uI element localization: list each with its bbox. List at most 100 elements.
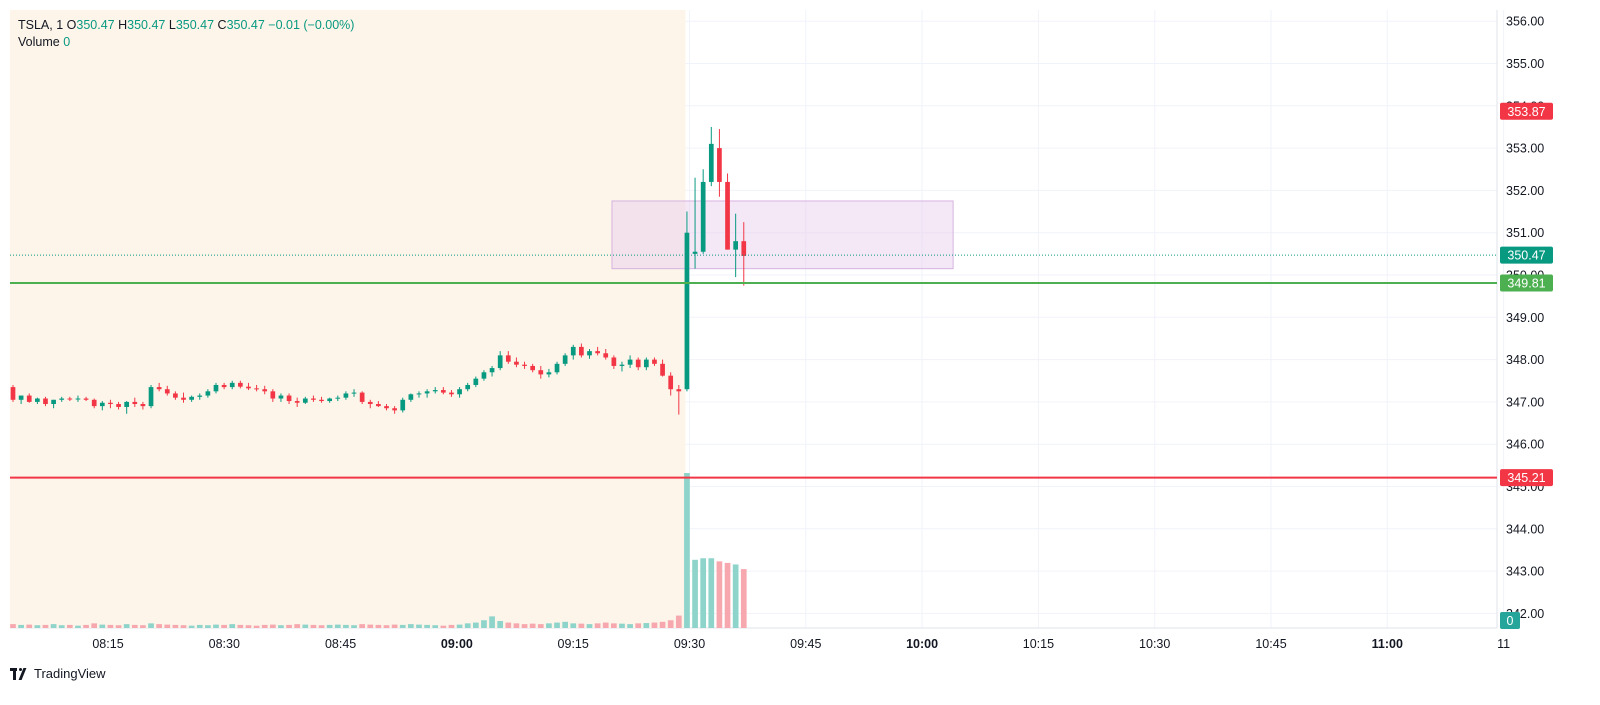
candlestick-series[interactable] (10, 126, 747, 415)
candle-body (302, 398, 308, 403)
horizontal-lines[interactable] (10, 282, 1497, 479)
volume-bar (627, 624, 633, 628)
candle-body (26, 395, 32, 402)
volume-bar (375, 624, 382, 628)
candle-body (514, 361, 519, 365)
candle-body (465, 384, 471, 390)
candle-body (359, 392, 365, 402)
highlighted-price-zone[interactable] (611, 200, 954, 270)
volume-bar (107, 624, 114, 628)
symbol-label[interactable]: TSLA (18, 18, 50, 32)
volume-bar (692, 559, 698, 628)
candle-body (424, 391, 430, 394)
volume-bar (521, 624, 528, 628)
candle-body (400, 399, 406, 411)
volume-bar (497, 621, 504, 628)
volume-bar (302, 624, 309, 628)
volume-bar (416, 624, 422, 628)
x-tick-label: 09:00 (441, 637, 473, 651)
candle-body (367, 401, 373, 405)
low-value: 350.47 (175, 18, 215, 32)
volume-bar (546, 623, 552, 628)
interval-label[interactable]: 1 (56, 18, 64, 32)
volume-bar (367, 624, 374, 628)
candle-body (660, 363, 665, 376)
tag-bg (1500, 246, 1553, 264)
candle-body (91, 399, 97, 407)
line-tag-349.81: 349.81 (1500, 274, 1553, 292)
candle-body (156, 387, 162, 390)
volume-bar (10, 624, 16, 628)
volume-bar (651, 622, 658, 628)
candle-body (384, 406, 389, 409)
candle-body (99, 402, 105, 407)
volume-label[interactable]: Volume (18, 35, 60, 49)
volume-bar (343, 624, 349, 628)
tag-label: 345.21 (1507, 471, 1545, 485)
time-axis[interactable]: 08:15 08:30 08:45 09:00 09:15 09:30 09:45 10:00… (92, 637, 1510, 651)
candle-body (627, 359, 633, 365)
candle-body (733, 241, 739, 250)
candle-body (546, 372, 552, 375)
price-tag-350.47: 350.47 (1500, 246, 1553, 264)
volume-bar (586, 624, 593, 628)
volume-bar (659, 621, 666, 628)
candle-body (619, 364, 625, 366)
candle-body (83, 398, 89, 400)
y-tick-label: 353.00 (1506, 142, 1544, 156)
candle-body (254, 388, 259, 390)
y-tick-label: 343.00 (1506, 565, 1544, 579)
candle-body (75, 398, 81, 400)
volume-bar (115, 625, 122, 628)
volume-bar (448, 624, 455, 628)
candle-body (416, 393, 422, 395)
y-tick-label: 348.00 (1506, 353, 1544, 367)
volume-bar (286, 624, 292, 628)
candle-body (497, 355, 503, 369)
volume-bar (602, 622, 609, 628)
tradingview-logo-icon (10, 667, 28, 680)
candle-body (173, 393, 178, 398)
volume-bars (10, 473, 747, 628)
volume-bar (505, 622, 512, 628)
candle-body (505, 355, 511, 362)
volume-bar (26, 624, 33, 628)
candle-body (262, 389, 268, 392)
volume-bar (537, 624, 544, 628)
candle-body (570, 346, 576, 356)
volume-bar (424, 624, 430, 628)
candle-body (10, 387, 16, 400)
volume-bar (196, 624, 203, 628)
volume-bar (667, 620, 674, 628)
volume-bar (611, 623, 617, 628)
volume-bar (188, 625, 195, 628)
candle-body (603, 353, 609, 358)
tradingview-branding[interactable]: TradingView (10, 666, 106, 681)
candle-body (140, 404, 146, 407)
volume-bar (261, 624, 268, 628)
candle-body (684, 232, 690, 390)
open-label: O (66, 18, 77, 32)
candle-body (530, 365, 536, 371)
volume-bar (83, 624, 89, 628)
volume-bar (594, 623, 601, 628)
tag-bg (1500, 274, 1553, 292)
x-tick-label: 08:15 (92, 637, 123, 651)
volume-tag-bg (1500, 612, 1520, 629)
volume-bar (334, 624, 341, 628)
volume-bar (269, 624, 276, 628)
candle-body (717, 148, 722, 182)
volume-bar (172, 624, 179, 628)
volume-bar (554, 622, 560, 628)
volume-bar (643, 623, 650, 628)
candle-body (189, 396, 194, 400)
volume-bar (432, 625, 439, 628)
volume-bar (684, 473, 690, 628)
volume-bar (253, 625, 260, 628)
candle-body (229, 382, 235, 388)
candle-body (741, 241, 747, 256)
candle-body (351, 392, 357, 394)
candle-body (51, 399, 56, 405)
price-tag-353.87: 353.87 (1500, 102, 1553, 120)
